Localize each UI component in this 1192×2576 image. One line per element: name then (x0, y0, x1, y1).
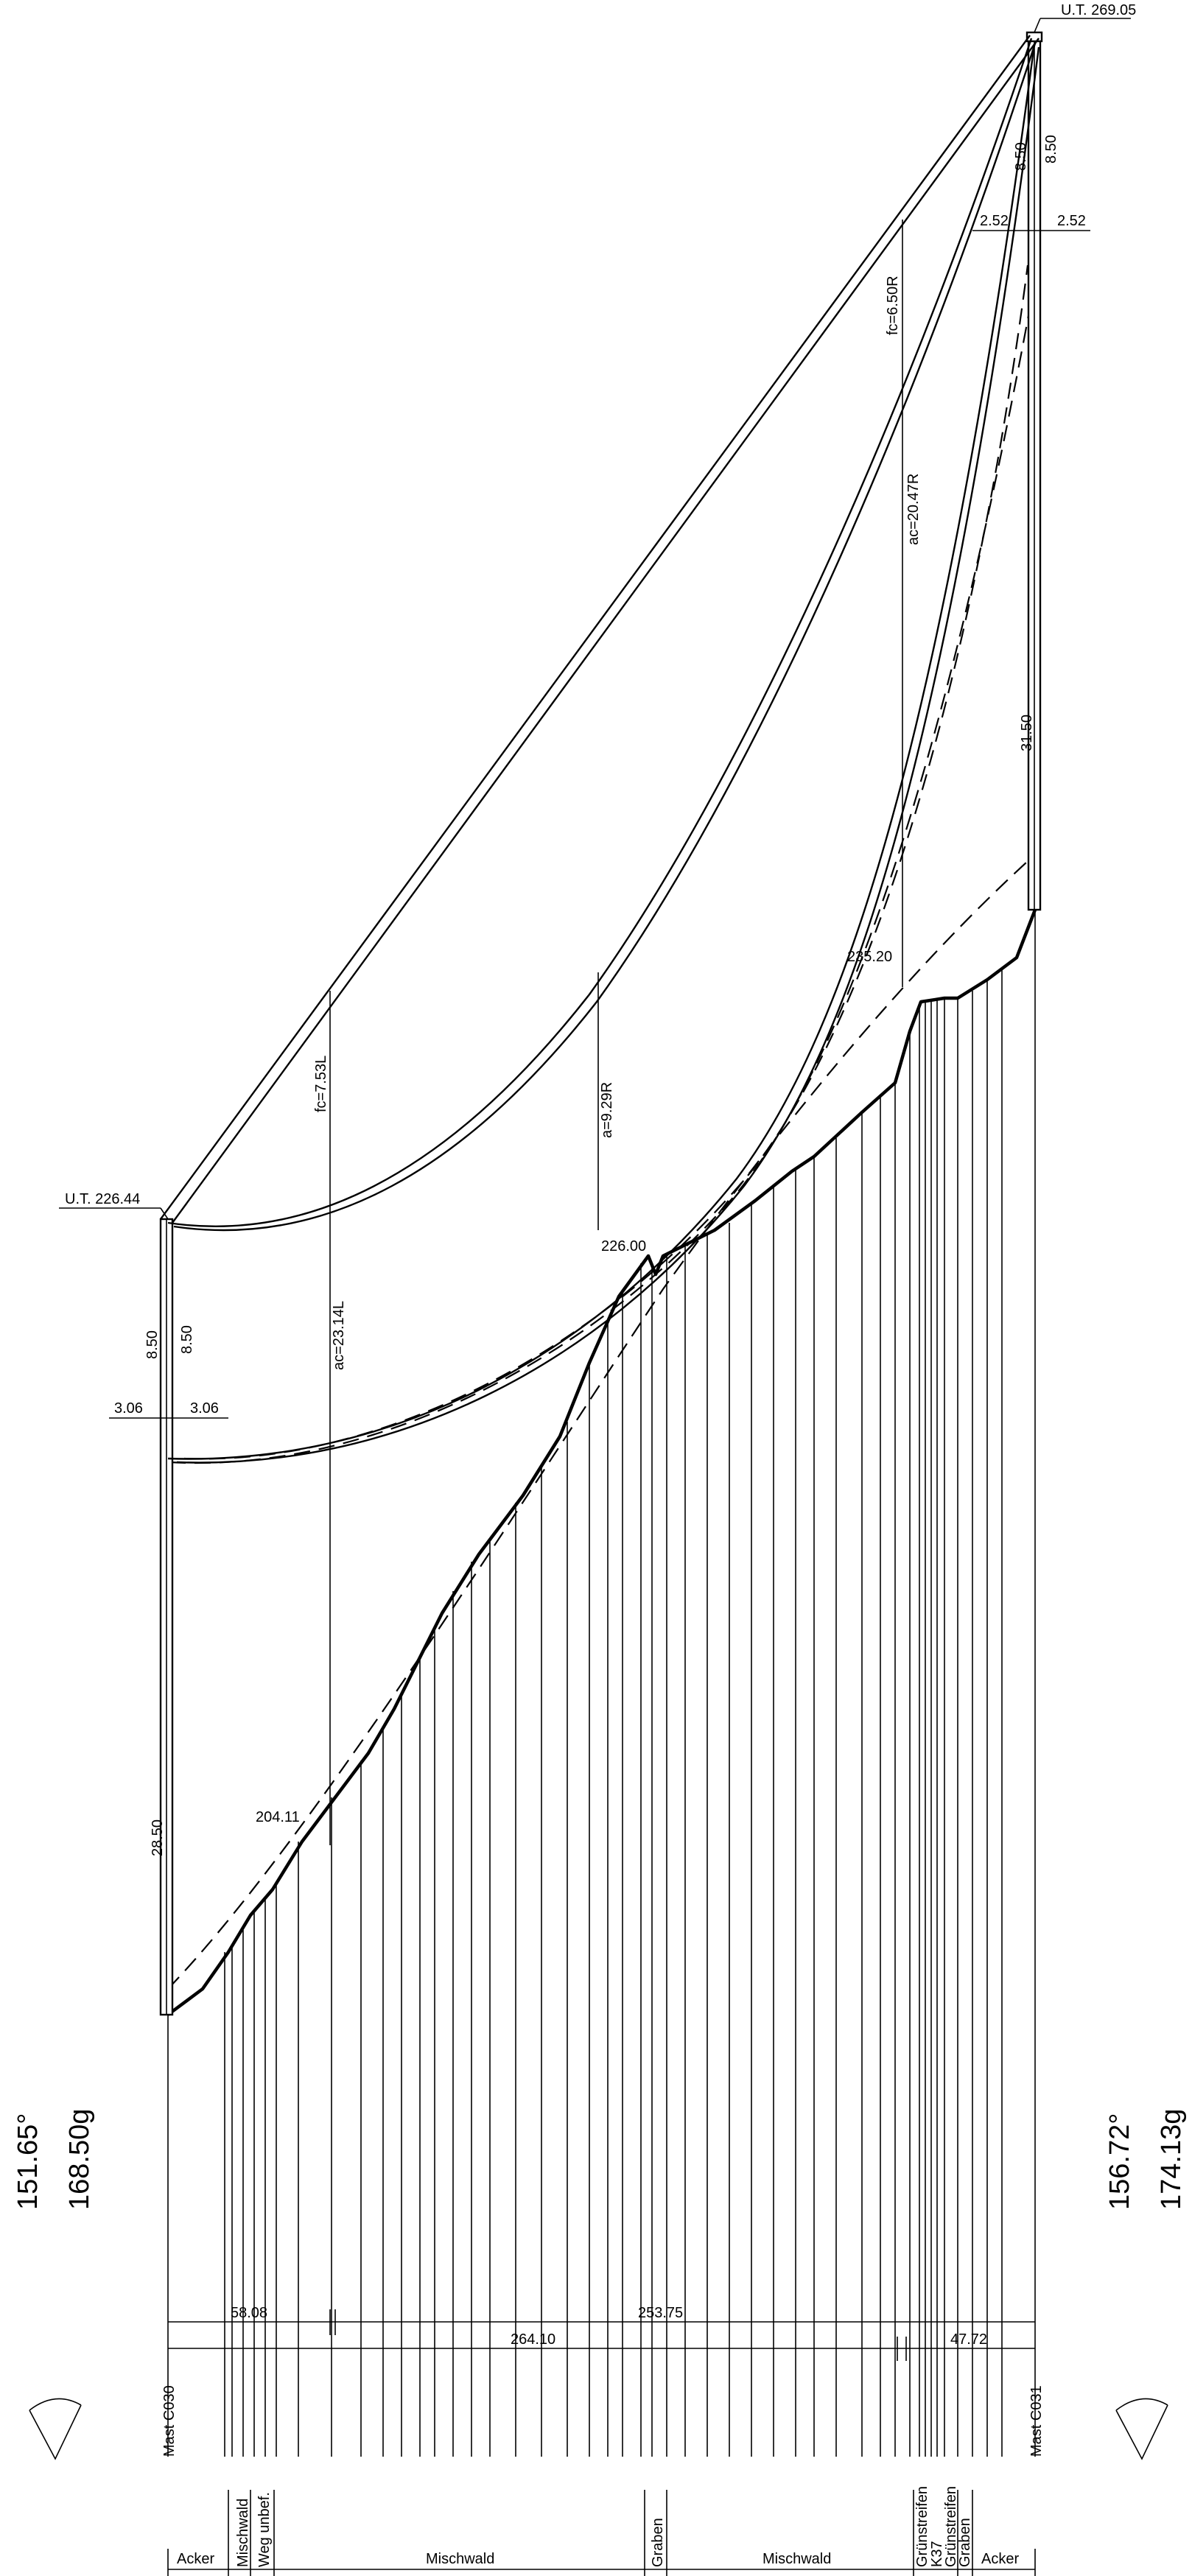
tower-name-right: Mast C031 (1028, 2385, 1045, 2457)
land-k37: K37 (929, 2541, 945, 2567)
sag-curve-lower-dashed (169, 279, 1037, 1464)
angle-gon-right: 174.13g (1156, 2109, 1187, 2210)
a-mid-label: a=9.29R (599, 1082, 615, 1138)
land-graben-2: Graben (957, 2518, 973, 2567)
vegetation-clear-points (169, 274, 981, 1934)
crossarm-v-right: 8.50 (1013, 142, 1029, 171)
crossarm-v-left: 8.50 (144, 1330, 161, 1359)
vegetation-conflict-points (323, 282, 915, 1319)
ground-profile-line (166, 909, 1037, 2016)
angle-arc-left-icon (29, 2398, 82, 2460)
dim-264-label: 264.10 (511, 2331, 555, 2348)
land-graben-1: Graben (650, 2518, 666, 2567)
fc-left-label: fc=7.53L (313, 1056, 329, 1112)
land-acker-left: Acker (177, 2551, 214, 2567)
ac-right-label: ac=20.47R (905, 474, 922, 545)
tower-name-left: Mast C030 (161, 2385, 178, 2457)
dim-253-label: 253.75 (638, 2305, 683, 2321)
sag-curve-lower-dashed-2 (183, 264, 1029, 1460)
right-tower-labels: U.T. 269.05 2.52 2.52 8.50 8.50 31.50 (972, 2, 1136, 751)
land-acker-right: Acker (981, 2551, 1019, 2567)
measurement-annotations: fc=7.53L ac=23.14L fc=6.50R ac=20.47R a=… (256, 220, 922, 1845)
land-weg-unbef: Weg unbef. (256, 2492, 273, 2567)
crossarm-h-left: 3.06 (114, 1400, 143, 1417)
crossarm-h2-left: 3.06 (190, 1400, 219, 1417)
angle-deg-right: 156.72° (1104, 2113, 1135, 2210)
angle-indicator-left: 151.65° 168.50g (13, 2109, 95, 2460)
ut-label-right: U.T. 269.05 (1061, 2, 1136, 18)
elev-mid-label: 226.00 (601, 1238, 646, 1254)
fc-right-label: fc=6.50R (885, 276, 901, 335)
vegetation-point-cloud (169, 274, 981, 1934)
crossarm-v2-right: 8.50 (1043, 135, 1059, 164)
dimension-lines: 58.08 253.75 264.10 47.72 (168, 2305, 1035, 2361)
land-use-band: Acker Mischwald Weg unbef. Mischwald Gra… (167, 2486, 1036, 2576)
station-lines (167, 910, 1036, 2457)
tower-height-right: 31.50 (1019, 715, 1035, 751)
elev-left-label: 204.11 (256, 1809, 300, 1825)
tower-left (159, 1218, 174, 2016)
crossarm-h2-right: 2.52 (1057, 213, 1086, 229)
left-tower-labels: U.T. 226.44 3.06 3.06 8.50 8.50 28.50 (59, 1191, 228, 1856)
land-mischwald-3: Mischwald (762, 2551, 831, 2567)
tower-right (1026, 31, 1043, 911)
elev-right-label: 235.20 (847, 949, 892, 965)
dim-47-label: 47.72 (950, 2331, 987, 2348)
land-mischwald-1: Mischwald (235, 2499, 251, 2567)
angle-arc-right-icon (1115, 2398, 1168, 2460)
conductor-wires (160, 35, 1040, 1464)
angle-indicator-right: 156.72° 174.13g (1104, 2109, 1187, 2460)
land-mischwald-2: Mischwald (426, 2551, 494, 2567)
angle-deg-left: 151.65° (13, 2113, 43, 2210)
angle-gon-left: 168.50g (64, 2109, 95, 2210)
land-gruenstreifen-2: Grünstreifen (943, 2486, 959, 2567)
crossarm-h-right: 2.52 (980, 213, 1009, 229)
crossarm-v2-left: 8.50 (179, 1325, 195, 1354)
dim-58-label: 58.08 (231, 2305, 267, 2321)
land-gruenstreifen-1: Grünstreifen (914, 2486, 930, 2567)
ac-left-label: ac=23.14L (331, 1301, 347, 1370)
ut-label-left: U.T. 226.44 (65, 1191, 140, 1207)
tower-height-left: 28.50 (150, 1819, 166, 1856)
